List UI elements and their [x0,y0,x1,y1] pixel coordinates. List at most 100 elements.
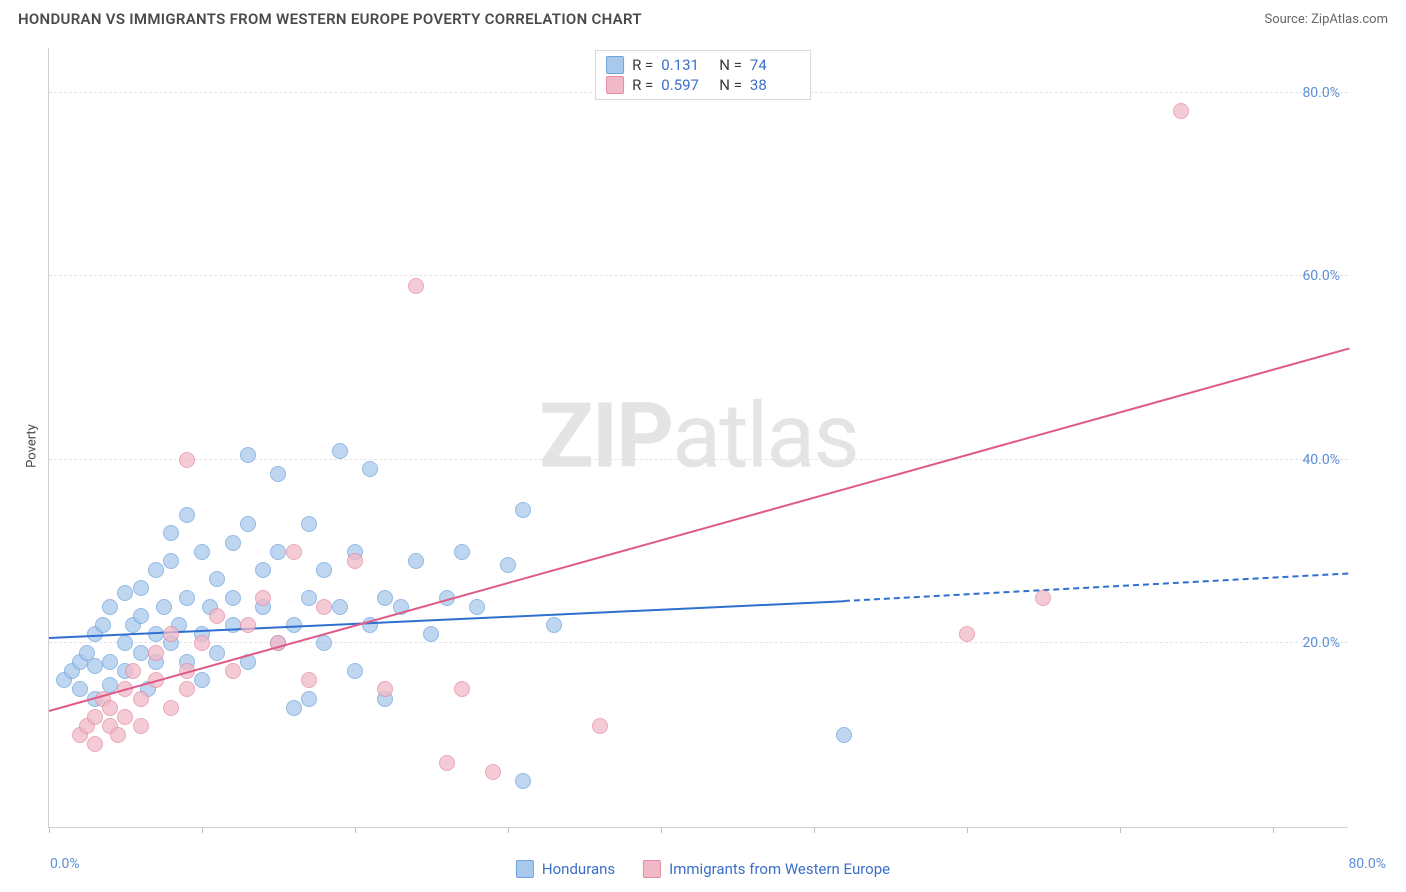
x-tick [355,827,356,833]
hondurans-point [836,727,852,743]
western_europe-point [592,718,608,734]
western_europe-legend-swatch [643,860,661,878]
legend-item-western_europe: Immigrants from Western Europe [643,860,890,878]
western_europe-point [209,608,225,624]
western_europe-point [133,718,149,734]
x-tick [202,827,203,833]
y-tick-label: 20.0% [1302,635,1340,651]
western_europe-point [255,590,271,606]
western_europe-point [225,663,241,679]
series-legend: Hondurans Immigrants from Western Europe [516,860,890,878]
western_europe-point [194,635,210,651]
x-tick [814,827,815,833]
hondurans-trendline-dashed [844,573,1349,603]
western_europe-point [439,755,455,771]
western_europe-point [1173,103,1189,119]
western_europe-point [163,700,179,716]
watermark: ZIPatlas [539,383,858,488]
hondurans-point [117,585,133,601]
n-label: N = [719,56,742,74]
hondurans-point [286,700,302,716]
western_europe-point [485,764,501,780]
western_europe-point [87,736,103,752]
x-tick [508,827,509,833]
western_europe-point [377,681,393,697]
hondurans-point [500,557,516,573]
hondurans-point [225,590,241,606]
hondurans-point [163,525,179,541]
hondurans-point [515,502,531,518]
western_europe-point [179,681,195,697]
hondurans-point [255,562,271,578]
chart-title: HONDURAN VS IMMIGRANTS FROM WESTERN EURO… [18,10,642,28]
hondurans-point [332,443,348,459]
legend-item-hondurans: Hondurans [516,860,615,878]
hondurans-point [72,681,88,697]
hondurans-point [102,599,118,615]
hondurans-point [179,507,195,523]
western_europe-point [163,626,179,642]
n-value: 38 [750,76,800,94]
r-value: 0.131 [661,56,711,74]
stats-row-hondurans: R = 0.131 N = 74 [606,55,800,75]
x-tick [1120,827,1121,833]
gridline [49,275,1348,276]
hondurans-point [423,626,439,642]
hondurans-point [377,590,393,606]
n-value: 74 [750,56,800,74]
hondurans-point [133,580,149,596]
x-tick [1273,827,1274,833]
hondurans-point [362,461,378,477]
hondurans-point [316,562,332,578]
stats-legend-box: R = 0.131 N = 74R = 0.597 N = 38 [595,50,811,100]
hondurans-point [347,663,363,679]
x-tick [967,827,968,833]
hondurans-legend-label: Hondurans [542,860,615,878]
n-label: N = [719,76,742,94]
gridline [49,642,1348,643]
western_europe-point [117,709,133,725]
hondurans-point [301,691,317,707]
western_europe-point [1035,590,1051,606]
western_europe-point [179,452,195,468]
hondurans-point [546,617,562,633]
hondurans-point [209,645,225,661]
source-label: Source: ZipAtlas.com [1264,12,1388,27]
hondurans-point [133,645,149,661]
hondurans-point [270,544,286,560]
hondurans-point [179,590,195,606]
hondurans-point [209,571,225,587]
r-value: 0.597 [661,76,711,94]
hondurans-point [225,535,241,551]
western_europe-point [102,700,118,716]
hondurans-legend-swatch [516,860,534,878]
y-tick-label: 80.0% [1302,85,1340,101]
western_europe-point [959,626,975,642]
hondurans-point [332,599,348,615]
hondurans-point [95,617,111,633]
chart-plot-area: ZIPatlas 20.0%40.0%60.0%80.0% [48,48,1348,828]
hondurans-point [469,599,485,615]
hondurans-point [156,599,172,615]
western_europe-point [301,672,317,688]
western_europe-point [110,727,126,743]
hondurans-point [87,658,103,674]
hondurans-point [515,773,531,789]
western_europe-swatch [606,76,624,94]
r-label: R = [632,56,653,74]
hondurans-point [163,553,179,569]
x-axis-min-label: 0.0% [50,856,80,872]
western_europe-point [316,599,332,615]
hondurans-point [133,608,149,624]
y-tick-label: 60.0% [1302,268,1340,284]
stats-row-western_europe: R =0.597N =38 [606,75,800,95]
western_europe-point [148,645,164,661]
hondurans-point [270,466,286,482]
hondurans-point [316,635,332,651]
hondurans-point [240,516,256,532]
hondurans-point [148,562,164,578]
hondurans-point [194,672,210,688]
western_europe-point [125,663,141,679]
western_europe-point [87,709,103,725]
western_europe-point [133,691,149,707]
